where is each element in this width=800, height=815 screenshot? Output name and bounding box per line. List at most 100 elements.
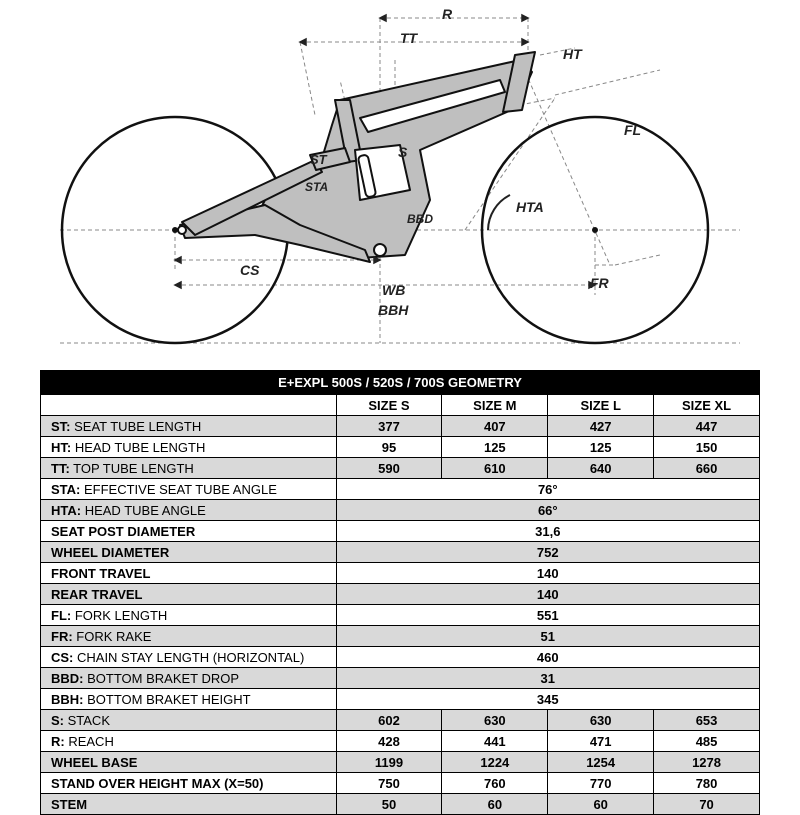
row-label: FR: FORK RAKE — [41, 626, 337, 647]
row-label: HTA: HEAD TUBE ANGLE — [41, 500, 337, 521]
table-row: STAND OVER HEIGHT MAX (X=50)750760770780 — [41, 773, 760, 794]
table-row: SEAT POST DIAMETER31,6 — [41, 521, 760, 542]
row-value: 140 — [336, 584, 759, 605]
table-row: STA: EFFECTIVE SEAT TUBE ANGLE76° — [41, 479, 760, 500]
row-value: 630 — [442, 710, 548, 731]
row-label: WHEEL DIAMETER — [41, 542, 337, 563]
row-value: 471 — [548, 731, 654, 752]
row-value: 770 — [548, 773, 654, 794]
row-value: 760 — [442, 773, 548, 794]
size-s: SIZE S — [336, 395, 442, 416]
label-st: ST — [310, 152, 327, 167]
row-label: BBD: BOTTOM BRAKET DROP — [41, 668, 337, 689]
label-ht: HT — [563, 46, 582, 62]
table-row: FRONT TRAVEL140 — [41, 563, 760, 584]
row-value: 428 — [336, 731, 442, 752]
size-l: SIZE L — [548, 395, 654, 416]
table-row: BBH: BOTTOM BRAKET HEIGHT345 — [41, 689, 760, 710]
row-label: WHEEL BASE — [41, 752, 337, 773]
table-row: TT: TOP TUBE LENGTH590610640660 — [41, 458, 760, 479]
table-row: CS: CHAIN STAY LENGTH (HORIZONTAL)460 — [41, 647, 760, 668]
row-value: 602 — [336, 710, 442, 731]
row-value: 407 — [442, 416, 548, 437]
label-bbh: BBH — [378, 302, 408, 318]
row-value: 630 — [548, 710, 654, 731]
size-xl: SIZE XL — [654, 395, 760, 416]
row-value: 752 — [336, 542, 759, 563]
table-row: WHEEL DIAMETER752 — [41, 542, 760, 563]
row-value: 95 — [336, 437, 442, 458]
row-value: 140 — [336, 563, 759, 584]
row-label: SEAT POST DIAMETER — [41, 521, 337, 542]
row-value: 1254 — [548, 752, 654, 773]
row-value: 590 — [336, 458, 442, 479]
label-fl: FL — [624, 122, 641, 138]
row-value: 485 — [654, 731, 760, 752]
row-label: ST: SEAT TUBE LENGTH — [41, 416, 337, 437]
row-label: FRONT TRAVEL — [41, 563, 337, 584]
row-value: 345 — [336, 689, 759, 710]
label-tt: TT — [400, 30, 417, 46]
row-value: 551 — [336, 605, 759, 626]
label-fr: FR — [590, 275, 609, 291]
table-row: ST: SEAT TUBE LENGTH377407427447 — [41, 416, 760, 437]
row-value: 653 — [654, 710, 760, 731]
row-value: 427 — [548, 416, 654, 437]
label-sta: STA — [305, 180, 328, 194]
row-label: STAND OVER HEIGHT MAX (X=50) — [41, 773, 337, 794]
row-value: 70 — [654, 794, 760, 815]
row-label: STA: EFFECTIVE SEAT TUBE ANGLE — [41, 479, 337, 500]
table-row: R: REACH428441471485 — [41, 731, 760, 752]
row-value: 76° — [336, 479, 759, 500]
label-hta: HTA — [516, 199, 544, 215]
geometry-table: E+EXPL 500S / 520S / 700S GEOMETRY SIZE … — [40, 370, 760, 815]
size-m: SIZE M — [442, 395, 548, 416]
label-wb: WB — [382, 282, 405, 298]
table-row: S: STACK602630630653 — [41, 710, 760, 731]
size-blank — [41, 395, 337, 416]
row-value: 377 — [336, 416, 442, 437]
row-value: 1199 — [336, 752, 442, 773]
row-value: 441 — [442, 731, 548, 752]
row-label: TT: TOP TUBE LENGTH — [41, 458, 337, 479]
row-value: 750 — [336, 773, 442, 794]
geometry-diagram: R TT HT FL HTA S ST STA BBD CS WB BBH FR — [0, 0, 800, 360]
table-row: STEM50606070 — [41, 794, 760, 815]
row-value: 125 — [442, 437, 548, 458]
row-label: BBH: BOTTOM BRAKET HEIGHT — [41, 689, 337, 710]
table-row: BBD: BOTTOM BRAKET DROP31 — [41, 668, 760, 689]
row-value: 31,6 — [336, 521, 759, 542]
row-label: STEM — [41, 794, 337, 815]
label-bbd: BBD — [407, 212, 433, 226]
row-label: HT: HEAD TUBE LENGTH — [41, 437, 337, 458]
table-row: WHEEL BASE1199122412541278 — [41, 752, 760, 773]
row-value: 460 — [336, 647, 759, 668]
table-row: HTA: HEAD TUBE ANGLE66° — [41, 500, 760, 521]
table-title: E+EXPL 500S / 520S / 700S GEOMETRY — [41, 371, 760, 395]
row-value: 150 — [654, 437, 760, 458]
label-r: R — [442, 6, 452, 22]
table-row: HT: HEAD TUBE LENGTH95125125150 — [41, 437, 760, 458]
label-s: S — [398, 144, 407, 160]
row-value: 1278 — [654, 752, 760, 773]
row-value: 640 — [548, 458, 654, 479]
row-value: 610 — [442, 458, 548, 479]
label-cs: CS — [240, 262, 259, 278]
row-value: 60 — [548, 794, 654, 815]
table-row: FL: FORK LENGTH551 — [41, 605, 760, 626]
row-value: 447 — [654, 416, 760, 437]
row-value: 31 — [336, 668, 759, 689]
row-value: 50 — [336, 794, 442, 815]
row-label: REAR TRAVEL — [41, 584, 337, 605]
row-value: 660 — [654, 458, 760, 479]
row-label: CS: CHAIN STAY LENGTH (HORIZONTAL) — [41, 647, 337, 668]
row-label: FL: FORK LENGTH — [41, 605, 337, 626]
row-value: 780 — [654, 773, 760, 794]
table-row: FR: FORK RAKE51 — [41, 626, 760, 647]
row-value: 1224 — [442, 752, 548, 773]
row-label: R: REACH — [41, 731, 337, 752]
row-value: 66° — [336, 500, 759, 521]
row-value: 51 — [336, 626, 759, 647]
row-label: S: STACK — [41, 710, 337, 731]
table-row: REAR TRAVEL140 — [41, 584, 760, 605]
